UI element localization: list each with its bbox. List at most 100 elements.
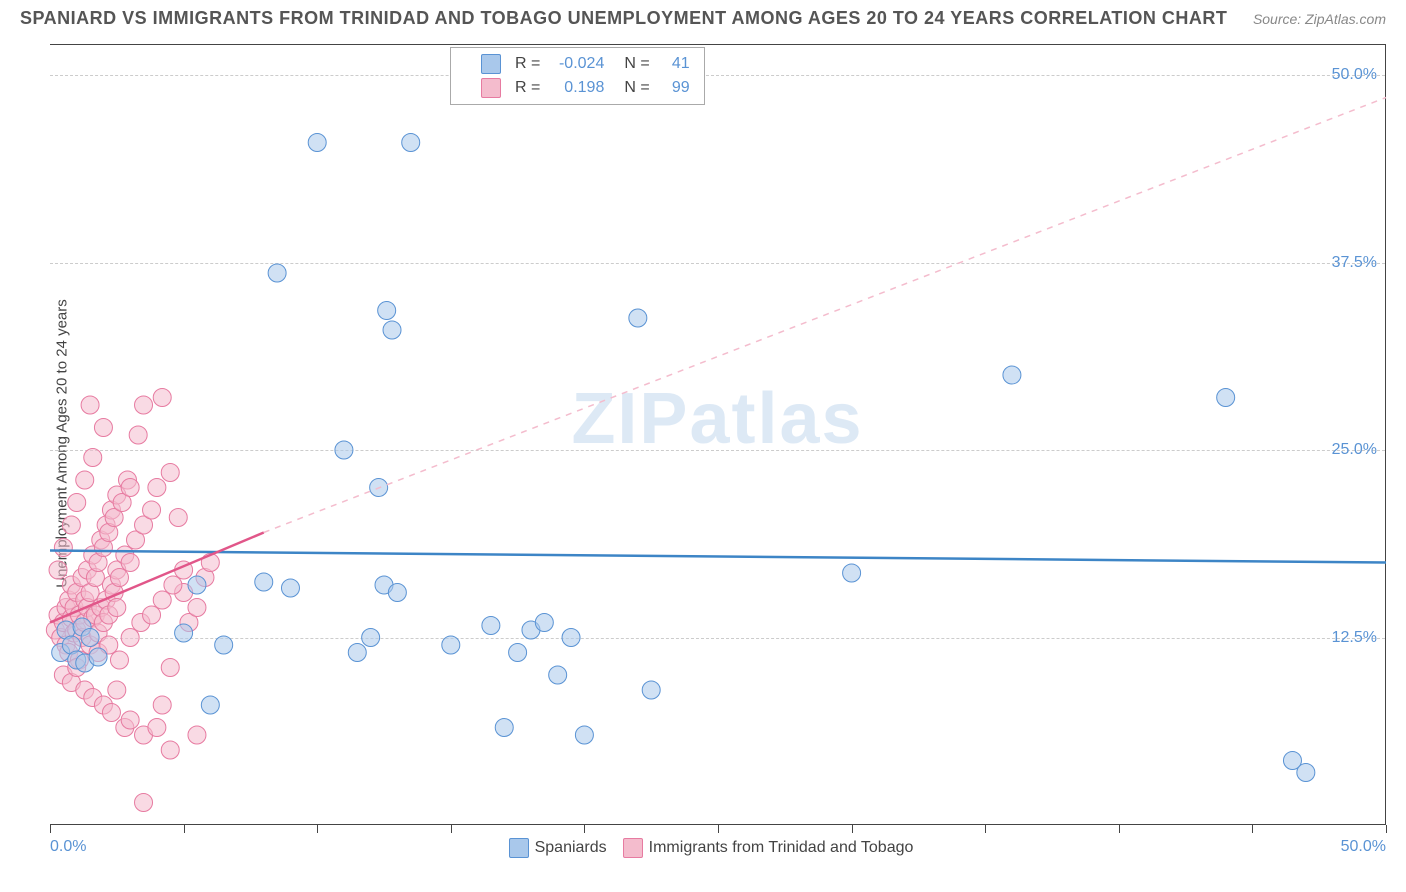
data-point xyxy=(143,606,161,624)
data-point xyxy=(188,726,206,744)
data-point xyxy=(175,624,193,642)
data-point xyxy=(201,696,219,714)
data-point xyxy=(188,576,206,594)
data-point xyxy=(1297,764,1315,782)
data-point xyxy=(1217,389,1235,407)
legend-swatch xyxy=(509,838,529,858)
data-point xyxy=(108,681,126,699)
data-point xyxy=(642,681,660,699)
correlation-legend: R = -0.024 N = 41 R = 0.198 N = 99 xyxy=(450,47,705,105)
data-point xyxy=(308,134,326,152)
data-point xyxy=(89,648,107,666)
data-point xyxy=(362,629,380,647)
x-tick-mark xyxy=(1119,825,1120,833)
n-value: 41 xyxy=(658,52,690,76)
data-point xyxy=(843,564,861,582)
data-point xyxy=(482,617,500,635)
data-point xyxy=(148,719,166,737)
x-tick-mark xyxy=(718,825,719,833)
trend-line xyxy=(50,551,1386,563)
correlation-legend-row: R = 0.198 N = 99 xyxy=(465,76,690,100)
data-point xyxy=(268,264,286,282)
r-label: R = xyxy=(515,52,540,76)
data-point xyxy=(388,584,406,602)
x-axis xyxy=(50,824,1386,825)
series-legend: Spaniards Immigrants from Trinidad and To… xyxy=(0,838,1406,858)
data-point xyxy=(76,471,94,489)
chart-plot-area: Unemployment Among Ages 20 to 24 years Z… xyxy=(50,44,1386,824)
data-point xyxy=(153,591,171,609)
legend-swatch xyxy=(481,54,501,74)
data-point xyxy=(81,396,99,414)
x-tick-mark xyxy=(584,825,585,833)
data-point xyxy=(161,464,179,482)
data-point xyxy=(68,494,86,512)
data-point xyxy=(402,134,420,152)
data-point xyxy=(549,666,567,684)
data-point xyxy=(54,539,72,557)
data-point xyxy=(121,629,139,647)
data-point xyxy=(121,711,139,729)
data-point xyxy=(81,629,99,647)
data-point xyxy=(110,651,128,669)
n-value: 99 xyxy=(658,76,690,100)
x-tick-mark xyxy=(1386,825,1387,833)
legend-label: Immigrants from Trinidad and Tobago xyxy=(649,839,914,856)
data-point xyxy=(281,579,299,597)
r-label: R = xyxy=(515,76,540,100)
legend-label: Spaniards xyxy=(535,839,607,856)
data-point xyxy=(629,309,647,327)
data-point xyxy=(135,794,153,812)
data-point xyxy=(442,636,460,654)
source-label: Source: ZipAtlas.com xyxy=(1253,11,1386,27)
chart-title: SPANIARD VS IMMIGRANTS FROM TRINIDAD AND… xyxy=(20,8,1227,29)
data-point xyxy=(164,576,182,594)
data-point xyxy=(161,659,179,677)
x-tick-mark xyxy=(184,825,185,833)
data-point xyxy=(562,629,580,647)
data-point xyxy=(495,719,513,737)
data-point xyxy=(383,321,401,339)
x-tick-mark xyxy=(50,825,51,833)
data-point xyxy=(94,419,112,437)
r-value: 0.198 xyxy=(548,76,604,100)
data-point xyxy=(129,426,147,444)
trend-line xyxy=(264,98,1386,533)
data-point xyxy=(161,741,179,759)
n-label: N = xyxy=(624,76,649,100)
data-point xyxy=(62,516,80,534)
legend-swatch xyxy=(623,838,643,858)
data-point xyxy=(348,644,366,662)
data-point xyxy=(1003,366,1021,384)
correlation-legend-row: R = -0.024 N = 41 xyxy=(465,52,690,76)
x-tick-mark xyxy=(852,825,853,833)
data-point xyxy=(148,479,166,497)
data-point xyxy=(49,561,67,579)
data-point xyxy=(108,599,126,617)
n-label: N = xyxy=(624,52,649,76)
scatter-svg xyxy=(50,45,1385,824)
data-point xyxy=(215,636,233,654)
x-tick-mark xyxy=(1252,825,1253,833)
data-point xyxy=(143,501,161,519)
x-tick-mark xyxy=(451,825,452,833)
legend-swatch xyxy=(481,78,501,98)
data-point xyxy=(110,569,128,587)
r-value: -0.024 xyxy=(548,52,604,76)
data-point xyxy=(188,599,206,617)
x-tick-mark xyxy=(317,825,318,833)
data-point xyxy=(135,396,153,414)
data-point xyxy=(153,389,171,407)
data-point xyxy=(255,573,273,591)
data-point xyxy=(509,644,527,662)
data-point xyxy=(102,704,120,722)
data-point xyxy=(335,441,353,459)
data-point xyxy=(169,509,187,527)
data-point xyxy=(378,302,396,320)
data-point xyxy=(121,479,139,497)
data-point xyxy=(153,696,171,714)
data-point xyxy=(84,449,102,467)
data-point xyxy=(535,614,553,632)
data-point xyxy=(575,726,593,744)
data-point xyxy=(121,554,139,572)
